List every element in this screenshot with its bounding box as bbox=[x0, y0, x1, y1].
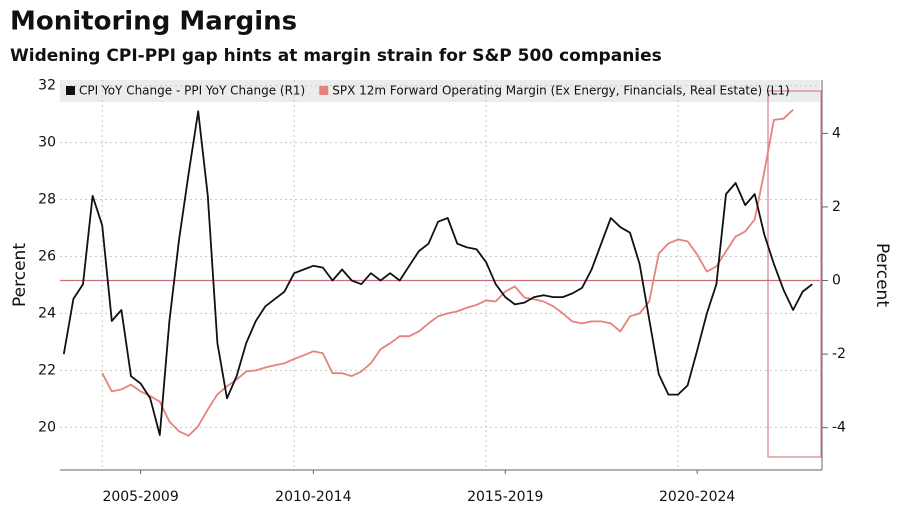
y-tick-label: 26 bbox=[38, 248, 56, 264]
y-tick-label: 24 bbox=[38, 305, 56, 321]
y2-tick-label: -2 bbox=[832, 346, 846, 362]
y2-tick-label: 2 bbox=[832, 199, 841, 215]
y-tick-label: 20 bbox=[38, 419, 56, 435]
legend-label: SPX 12m Forward Operating Margin (Ex Ene… bbox=[332, 84, 789, 98]
legend-label: CPI YoY Change - PPI YoY Change (R1) bbox=[79, 84, 305, 98]
series-line bbox=[101, 108, 794, 437]
x-tick-label: 2015-2019 bbox=[467, 489, 543, 505]
y2-tick-label: -4 bbox=[832, 420, 846, 436]
x-tick-label: 2005-2009 bbox=[102, 489, 178, 505]
x-tick-label: 2020-2024 bbox=[659, 489, 735, 505]
y-axis-label: Percent bbox=[10, 243, 30, 307]
y-tick-label: 32 bbox=[38, 78, 56, 94]
x-tick-label: 2010-2014 bbox=[275, 489, 351, 505]
y2-tick-label: 0 bbox=[832, 273, 841, 289]
chart-subtitle: Widening CPI-PPI gap hints at margin str… bbox=[10, 46, 662, 66]
y-tick-label: 30 bbox=[38, 135, 56, 151]
legend-swatch bbox=[319, 86, 329, 95]
y2-tick-label: 4 bbox=[832, 125, 841, 141]
series-line bbox=[62, 110, 813, 436]
legend-swatch bbox=[66, 86, 75, 95]
y2-axis-label: Percent bbox=[872, 243, 892, 307]
y-tick-label: 22 bbox=[38, 362, 56, 378]
y-tick-label: 28 bbox=[38, 192, 56, 208]
chart-title: Monitoring Margins bbox=[10, 7, 297, 37]
highlight-box bbox=[767, 90, 822, 458]
